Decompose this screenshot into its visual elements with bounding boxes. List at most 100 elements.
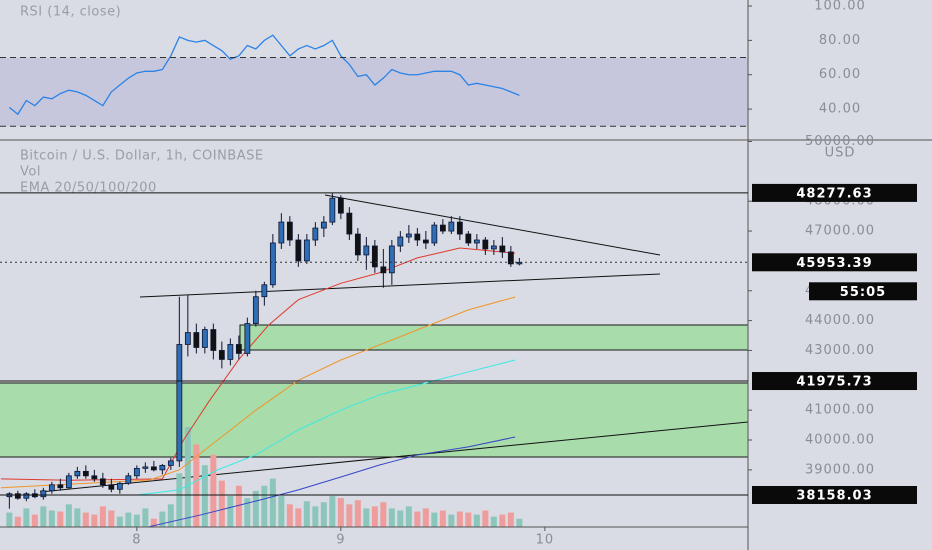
volume-bar <box>133 514 140 527</box>
candle-body <box>303 239 310 262</box>
candle-body <box>159 464 166 471</box>
rsi-band <box>0 57 748 127</box>
y-tick-label: 40000.00 <box>805 433 875 448</box>
candle-body <box>286 221 293 241</box>
volume-bar <box>252 490 259 527</box>
ema-label: EMA 20/50/100/200 <box>20 181 157 196</box>
price-tag-bg <box>752 253 917 272</box>
volume-bar <box>99 506 106 527</box>
candle-body <box>40 490 47 498</box>
volume-bar <box>269 478 276 527</box>
volume-bar <box>448 514 455 527</box>
y-tick-label: 60.00 <box>819 67 861 82</box>
ema-line <box>149 436 516 527</box>
candle-body <box>193 332 200 348</box>
volume-bar <box>176 473 183 527</box>
y-tick-label: 100.00 <box>814 0 866 14</box>
candle-body <box>380 266 387 274</box>
volume-bar <box>337 498 344 527</box>
candle-body <box>405 233 412 238</box>
volume-label: Vol <box>20 165 41 180</box>
candle-body <box>473 239 480 244</box>
price-pane <box>0 193 748 527</box>
candle-body <box>490 245 497 250</box>
volume-bar <box>193 444 200 527</box>
volume-bar <box>201 465 208 527</box>
volume-bar <box>6 512 13 527</box>
volume-bar <box>31 514 38 527</box>
candle-body <box>337 197 344 214</box>
volume-bar <box>159 511 166 527</box>
candle-body <box>167 460 174 466</box>
candle-body <box>507 251 514 265</box>
volume-bar <box>65 504 72 527</box>
volume-bar <box>184 427 191 527</box>
x-tick-label: 10 <box>536 533 555 548</box>
candle-body <box>227 344 234 360</box>
price-tag: 41975.73 <box>796 375 872 390</box>
volume-bar <box>431 512 438 527</box>
candle-body <box>244 323 251 354</box>
volume-bar <box>82 512 89 527</box>
candle-body <box>142 466 149 469</box>
candle-body <box>201 329 208 348</box>
demand-zone <box>239 324 748 351</box>
volume-bar <box>218 480 225 527</box>
volume-bar <box>354 500 361 527</box>
candle-body <box>465 233 472 244</box>
candle-body <box>448 221 455 232</box>
candle-body <box>23 493 30 499</box>
candle-body <box>397 236 404 247</box>
price-tag: 48277.63 <box>796 186 872 201</box>
volume-bar <box>371 506 378 527</box>
volume-bar <box>380 502 387 527</box>
price-tag-bg <box>752 372 917 391</box>
volume-bar <box>23 508 30 527</box>
volume-bar <box>388 508 395 527</box>
volume-bar <box>303 501 310 527</box>
candle-body <box>176 344 183 462</box>
candle-body <box>218 350 225 360</box>
candle-body <box>516 261 523 265</box>
volume-bar <box>456 511 463 527</box>
candle-body <box>312 227 319 241</box>
volume-bar <box>14 516 21 527</box>
y-tick-label: 39000.00 <box>805 462 875 477</box>
volume-bar <box>397 510 404 527</box>
volume-bar <box>57 511 64 527</box>
volume-bar <box>439 510 446 527</box>
volume-bar <box>125 512 132 527</box>
volume-bar <box>261 485 268 527</box>
candle-body <box>91 475 98 480</box>
y-tick-label: 43000.00 <box>805 343 875 358</box>
volume-bar <box>473 514 480 527</box>
volume-bar <box>227 496 234 527</box>
candle-body <box>108 484 115 490</box>
candle-body <box>354 233 361 256</box>
volume-bar <box>482 510 489 527</box>
candle-body <box>388 245 395 274</box>
volume-bar <box>235 485 242 527</box>
candle-body <box>57 484 64 489</box>
volume-bar <box>465 512 472 527</box>
candle-body <box>252 296 259 324</box>
ema-line <box>0 247 516 481</box>
candle-body <box>414 233 421 241</box>
volume-bar <box>150 518 157 527</box>
y-tick-label: 41000.00 <box>805 403 875 418</box>
volume-bar <box>278 496 285 527</box>
rsi-title: RSI (14, close) <box>20 5 121 20</box>
demand-zone <box>0 382 748 458</box>
y-tick-label: 40.00 <box>819 102 861 117</box>
candle-body <box>363 245 370 256</box>
candle-body <box>346 212 353 235</box>
x-tick-label: 8 <box>132 533 141 548</box>
y-tick-label: 47000.00 <box>805 224 875 239</box>
volume-bar <box>295 508 302 527</box>
candle-body <box>210 329 217 351</box>
candle-body <box>65 475 72 489</box>
y-tick-label: 50000.00 <box>805 134 875 149</box>
volume-bar <box>48 510 55 527</box>
candle-body <box>235 344 242 354</box>
